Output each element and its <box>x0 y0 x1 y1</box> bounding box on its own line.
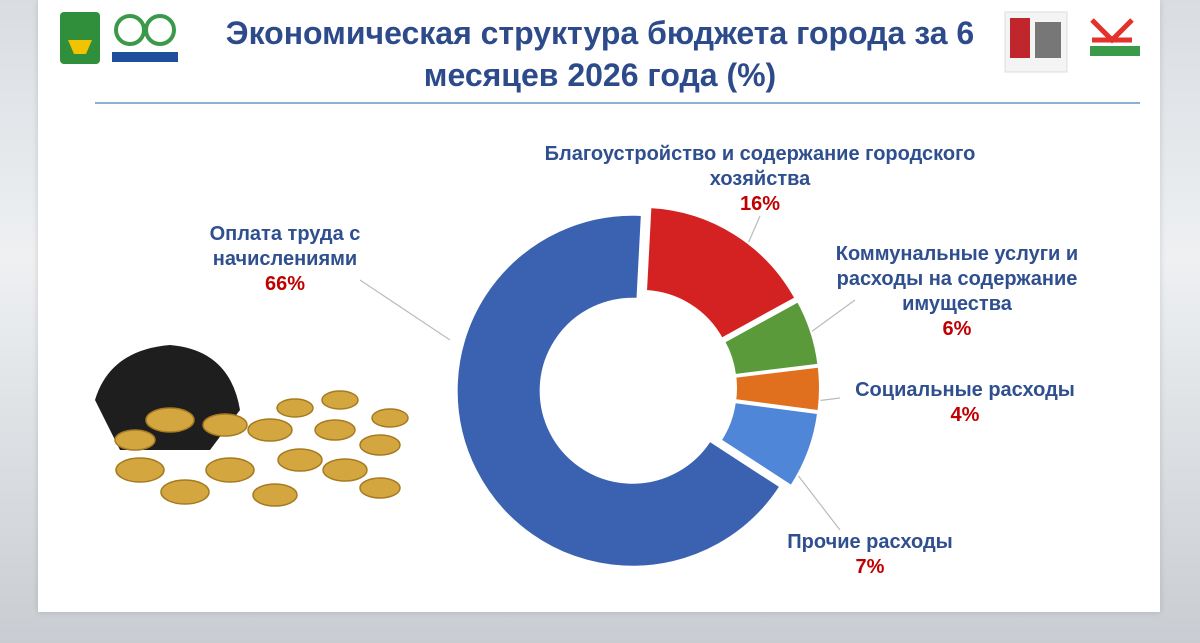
value-label: 7% <box>855 556 885 578</box>
value-label: 4% <box>950 404 980 426</box>
segment-label: Оплата труда с начислениями 66% <box>185 222 385 297</box>
donut-segment <box>644 206 797 340</box>
donut-segment <box>734 365 821 413</box>
category-name: Социальные расходы <box>855 379 1075 401</box>
segment-label: Коммунальные услуги и расходы на содержа… <box>812 242 1102 342</box>
coin-illustration <box>95 345 409 507</box>
segment-label: Социальные расходы 4% <box>815 378 1115 428</box>
category-name: Коммунальные услуги и расходы на содержа… <box>835 243 1079 315</box>
category-name: Благоустройство и содержание городского … <box>544 143 976 190</box>
logo-left <box>60 12 178 64</box>
segment-label: Благоустройство и содержание городского … <box>500 142 1020 217</box>
category-name: Прочие расходы <box>787 531 953 553</box>
donut-segment <box>719 401 820 488</box>
logo-right <box>1004 11 1143 74</box>
chart-title: Экономическая структура бюджета города з… <box>225 15 975 93</box>
value-label: 16% <box>739 193 781 215</box>
donut-segment <box>722 299 820 377</box>
value-label: 6% <box>942 318 972 340</box>
segment-label: Прочие расходы 7% <box>720 530 1020 580</box>
donut-segment <box>455 213 782 568</box>
value-label: 66% <box>264 273 306 295</box>
category-name: Оплата труда с начислениями <box>209 223 361 270</box>
